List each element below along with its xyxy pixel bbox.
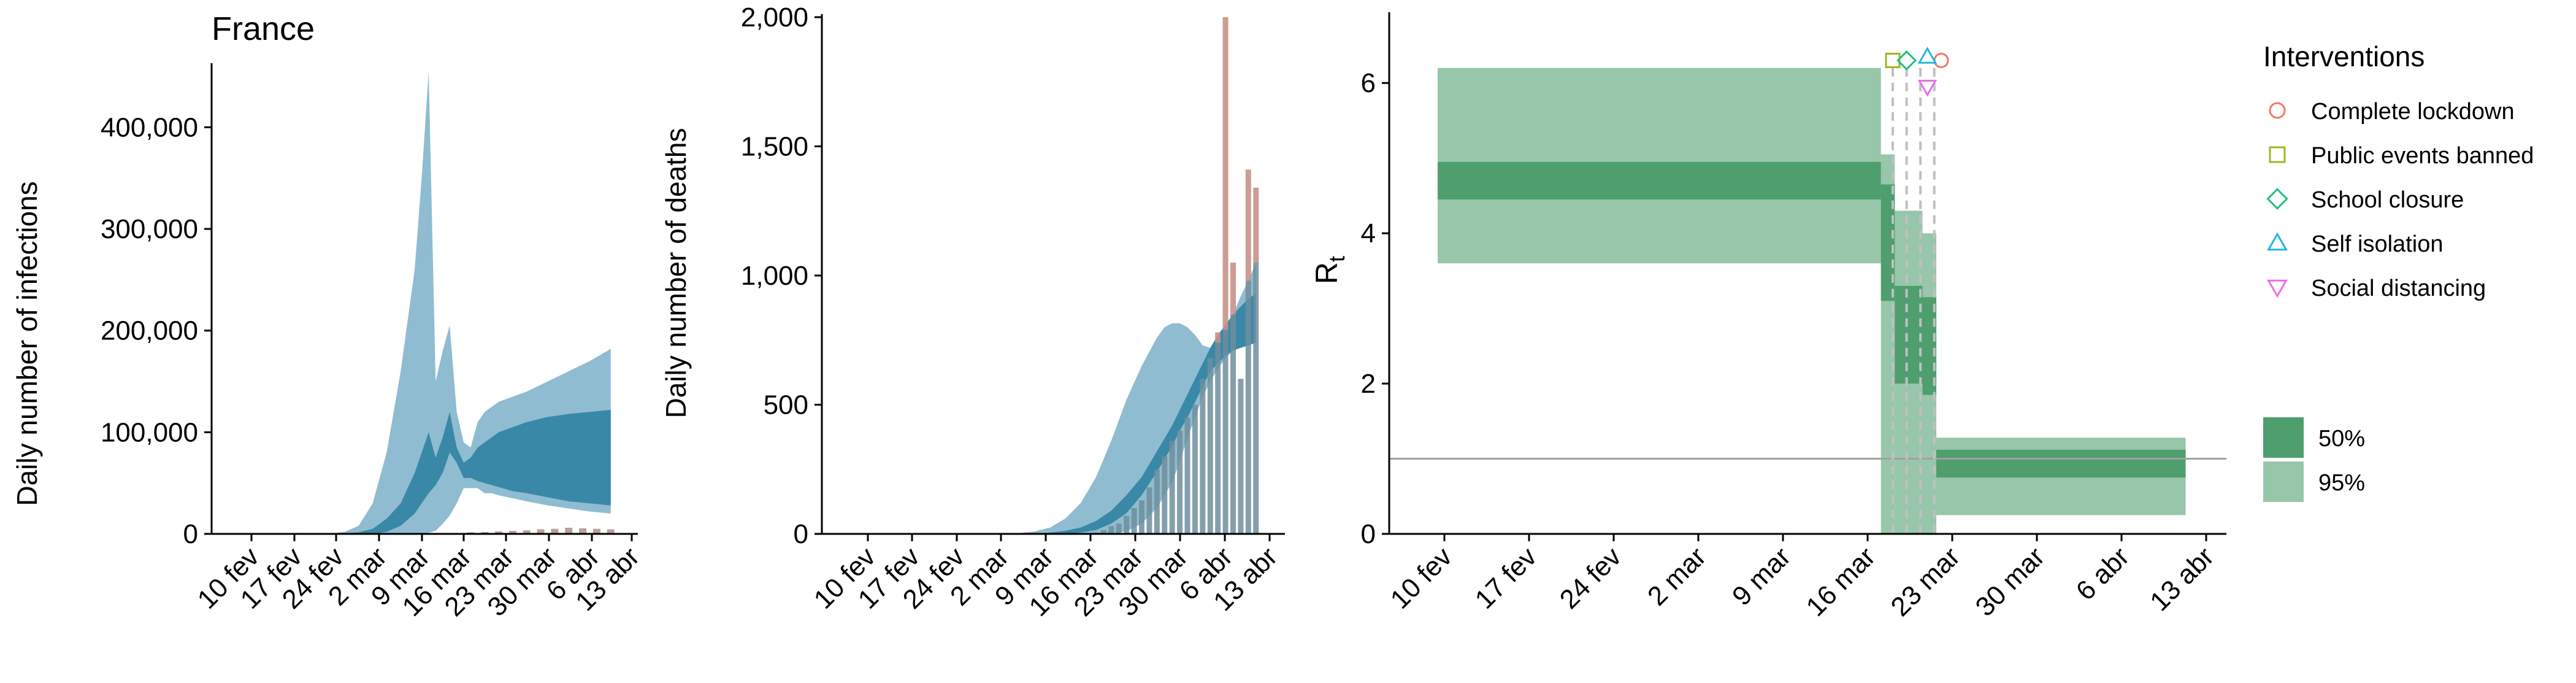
legend-label: 95% bbox=[2318, 470, 2365, 496]
x-tick-label: 2 mar bbox=[1642, 541, 1712, 611]
y-tick-label: 2 bbox=[1361, 369, 1376, 399]
infections-panel: France Daily number of infections 0 100,0… bbox=[11, 10, 645, 622]
bar bbox=[565, 528, 573, 534]
legend-label: Complete lockdown bbox=[2311, 99, 2515, 125]
legend-label: Self isolation bbox=[2311, 231, 2443, 257]
y-axis-label-sub: t bbox=[1324, 256, 1349, 262]
y-tick-label: 400,000 bbox=[101, 112, 198, 142]
bar bbox=[1200, 379, 1206, 534]
bar bbox=[1222, 330, 1229, 534]
band-95 bbox=[997, 262, 1256, 534]
y-axis-label-main: R bbox=[1309, 262, 1344, 284]
bar bbox=[1238, 379, 1244, 534]
y-tick-label: 100,000 bbox=[101, 417, 198, 447]
bar bbox=[1253, 262, 1259, 534]
marker-circle bbox=[1933, 52, 1949, 68]
bar bbox=[1154, 469, 1160, 534]
bar bbox=[579, 528, 587, 534]
legend-label: Social distancing bbox=[2311, 276, 2486, 301]
bar bbox=[1162, 456, 1168, 534]
legend: Interventions Complete lockdown Public ev… bbox=[2263, 41, 2534, 502]
bar bbox=[1230, 262, 1236, 315]
band-50 bbox=[1880, 184, 1895, 301]
bar bbox=[537, 529, 545, 534]
bar bbox=[523, 530, 531, 534]
y-tick-label: 2,000 bbox=[741, 2, 808, 33]
marker-triangle-up bbox=[2267, 232, 2288, 251]
bar bbox=[1222, 17, 1229, 330]
bar bbox=[607, 529, 615, 534]
bar bbox=[1245, 169, 1251, 281]
bar bbox=[1215, 342, 1221, 534]
x-tick-label: 16 mar bbox=[1801, 541, 1881, 622]
legend-title: Interventions bbox=[2263, 41, 2425, 72]
bar bbox=[592, 528, 600, 534]
legend-swatch bbox=[2263, 461, 2304, 502]
bar bbox=[1215, 332, 1221, 343]
marker-triangle-up bbox=[1917, 47, 1938, 64]
band-50 bbox=[1936, 449, 2186, 478]
x-tick-label: 23 mar bbox=[1885, 541, 1966, 622]
bar bbox=[508, 531, 516, 534]
bar bbox=[1177, 430, 1183, 534]
legend-label: School closure bbox=[2311, 187, 2464, 213]
band-95 bbox=[247, 71, 611, 534]
band-50 bbox=[247, 409, 611, 534]
y-tick-label: 0 bbox=[183, 519, 198, 549]
bar bbox=[1139, 500, 1144, 534]
bar bbox=[1253, 187, 1259, 263]
marker-diamond bbox=[1896, 50, 1917, 71]
x-tick-label: 9 mar bbox=[1727, 541, 1796, 611]
bar bbox=[551, 528, 559, 534]
bar bbox=[1100, 530, 1106, 534]
band-50 bbox=[1438, 161, 1881, 200]
x-tick-label: 6 abr bbox=[2071, 541, 2136, 606]
legend-label: 50% bbox=[2318, 426, 2365, 452]
marker-triangle-down bbox=[2267, 279, 2288, 298]
bar bbox=[1245, 280, 1251, 534]
marker-triangle-down bbox=[1917, 79, 1938, 97]
y-tick-label: 1,000 bbox=[741, 261, 808, 291]
bar bbox=[1124, 515, 1130, 534]
bar bbox=[1207, 358, 1213, 534]
legend-swatch bbox=[2263, 417, 2304, 458]
marker-square bbox=[2269, 146, 2286, 163]
x-tick-label: 24 fev bbox=[1554, 541, 1627, 614]
y-axis-label: Daily number of deaths bbox=[660, 128, 692, 418]
y-tick-label: 4 bbox=[1361, 218, 1376, 249]
bar bbox=[1108, 526, 1114, 534]
band-50 bbox=[1922, 297, 1937, 395]
marker-circle bbox=[2269, 102, 2286, 119]
bar bbox=[1169, 441, 1175, 534]
marker-diamond bbox=[2266, 188, 2288, 210]
bar bbox=[1184, 417, 1190, 534]
y-tick-label: 1,500 bbox=[741, 132, 808, 162]
x-tick-label: 17 fev bbox=[1470, 541, 1543, 614]
bar bbox=[495, 531, 503, 534]
x-tick-label: 10 fev bbox=[1385, 541, 1458, 614]
bar bbox=[1192, 404, 1198, 534]
y-axis-label: Daily number of infections bbox=[11, 181, 43, 506]
bar bbox=[1116, 523, 1122, 534]
marker-square bbox=[1885, 52, 1901, 68]
y-tick-label: 6 bbox=[1361, 68, 1376, 98]
x-tick-label: 13 abr bbox=[2144, 541, 2220, 617]
panel-title: France bbox=[212, 10, 315, 47]
bar bbox=[1131, 507, 1137, 534]
y-tick-label: 0 bbox=[1361, 519, 1376, 549]
deaths-panel: Daily number of deaths 0 500 1,000 1,500 2,0… bbox=[660, 2, 1285, 622]
y-tick-label: 0 bbox=[794, 519, 808, 549]
y-tick-label: 300,000 bbox=[101, 214, 198, 244]
bar bbox=[1146, 487, 1152, 534]
y-tick-label: 200,000 bbox=[101, 316, 198, 346]
x-tick-label: 30 mar bbox=[1970, 541, 2050, 622]
band-50 bbox=[1895, 285, 1923, 384]
legend-label: Public events banned bbox=[2311, 143, 2534, 169]
y-tick-label: 500 bbox=[764, 390, 808, 420]
bar bbox=[1230, 314, 1236, 534]
y-axis-label: Rt bbox=[1309, 256, 1349, 284]
rt-panel: Rt 0 2 4 6 10 fev 17 fev 24 fev 2 mar 9 mar 16 ma… bbox=[1309, 12, 2534, 622]
